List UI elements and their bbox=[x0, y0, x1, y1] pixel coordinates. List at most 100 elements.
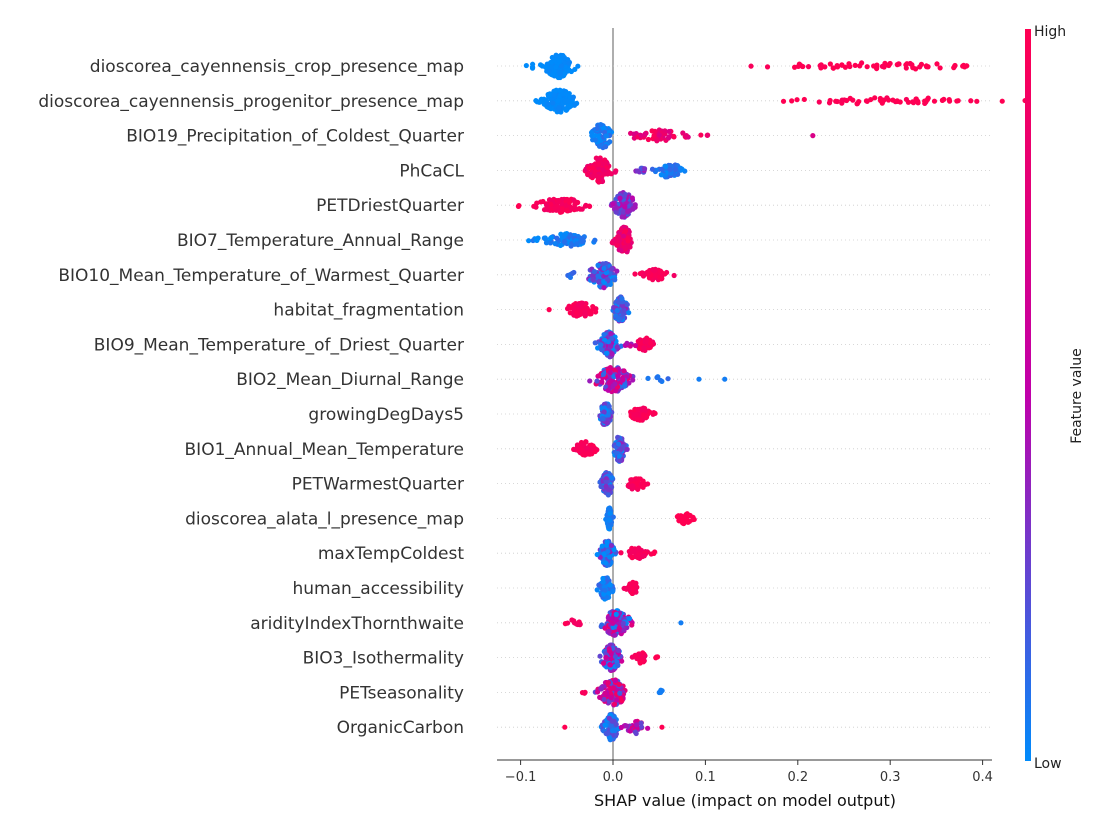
data-point bbox=[615, 315, 621, 321]
data-point bbox=[550, 100, 556, 106]
data-point bbox=[621, 368, 627, 374]
data-point bbox=[603, 270, 609, 276]
data-point bbox=[662, 128, 668, 134]
data-point bbox=[618, 550, 624, 556]
data-point bbox=[548, 64, 555, 70]
data-point bbox=[677, 165, 684, 171]
data-point bbox=[635, 406, 641, 413]
data-point bbox=[696, 376, 702, 382]
data-point bbox=[822, 64, 828, 70]
data-point bbox=[671, 272, 677, 279]
data-point bbox=[551, 92, 557, 98]
data-point bbox=[587, 378, 593, 384]
data-point bbox=[671, 134, 677, 140]
data-point bbox=[924, 97, 930, 103]
data-point bbox=[592, 137, 599, 143]
data-point bbox=[618, 227, 625, 233]
x-tick-label: 0.1 bbox=[695, 770, 716, 785]
data-point bbox=[610, 615, 616, 622]
data-point bbox=[631, 585, 637, 592]
data-point bbox=[910, 65, 916, 71]
data-point bbox=[654, 374, 660, 381]
data-point bbox=[654, 654, 661, 660]
feature-dots bbox=[562, 608, 684, 638]
data-point bbox=[621, 193, 627, 199]
data-point bbox=[592, 340, 598, 346]
x-tick-label: 0.2 bbox=[787, 770, 808, 785]
data-point bbox=[604, 420, 610, 426]
data-point bbox=[613, 209, 619, 215]
data-point bbox=[605, 492, 611, 498]
feature-dots bbox=[603, 505, 697, 532]
data-point bbox=[658, 276, 664, 282]
data-point bbox=[704, 132, 710, 138]
data-point bbox=[826, 100, 833, 106]
data-point bbox=[839, 97, 845, 103]
data-point bbox=[722, 376, 728, 382]
data-point bbox=[614, 268, 620, 274]
data-point bbox=[609, 718, 615, 724]
data-point bbox=[620, 303, 626, 309]
data-point bbox=[592, 132, 598, 139]
data-point bbox=[545, 101, 551, 107]
data-point bbox=[842, 64, 849, 70]
data-point bbox=[645, 481, 651, 487]
data-point bbox=[607, 139, 613, 145]
data-point bbox=[652, 272, 659, 279]
data-point bbox=[609, 728, 616, 734]
feature-dots bbox=[592, 329, 657, 360]
data-point bbox=[554, 203, 560, 209]
colorbar-gradient bbox=[1025, 29, 1031, 761]
data-point bbox=[602, 690, 608, 696]
data-point bbox=[548, 234, 555, 240]
data-point bbox=[571, 102, 578, 108]
data-point bbox=[885, 97, 892, 103]
data-point bbox=[635, 486, 641, 492]
data-point bbox=[622, 244, 628, 250]
data-point bbox=[834, 62, 840, 69]
data-point bbox=[634, 722, 640, 728]
data-point bbox=[575, 199, 581, 206]
feature-dots bbox=[594, 538, 658, 569]
data-point bbox=[602, 625, 608, 631]
data-point bbox=[569, 617, 575, 623]
data-point bbox=[789, 98, 795, 104]
data-point bbox=[638, 724, 645, 730]
data-point bbox=[601, 409, 607, 415]
data-point bbox=[864, 64, 870, 70]
data-point bbox=[625, 208, 631, 214]
data-point bbox=[627, 244, 633, 250]
data-point bbox=[917, 64, 923, 70]
data-point bbox=[560, 52, 566, 59]
feature-dots bbox=[597, 469, 651, 498]
data-point bbox=[624, 301, 630, 308]
data-point bbox=[748, 63, 754, 69]
data-point bbox=[667, 166, 673, 172]
data-point bbox=[594, 551, 600, 558]
feature-label: BIO10_Mean_Temperature_of_Warmest_Quarte… bbox=[58, 266, 464, 286]
data-point bbox=[678, 620, 684, 626]
data-point bbox=[642, 131, 648, 137]
data-point bbox=[610, 201, 616, 207]
data-point bbox=[896, 61, 902, 67]
data-point bbox=[658, 172, 664, 178]
data-point bbox=[603, 654, 609, 661]
data-point bbox=[618, 695, 624, 702]
data-point bbox=[640, 412, 646, 418]
data-point bbox=[604, 276, 610, 282]
data-point bbox=[577, 622, 583, 628]
data-point bbox=[608, 542, 615, 549]
data-point bbox=[637, 660, 643, 666]
data-point bbox=[601, 285, 607, 291]
data-point bbox=[563, 202, 569, 209]
data-point bbox=[626, 310, 632, 316]
data-point bbox=[597, 653, 603, 659]
data-point bbox=[608, 171, 614, 177]
data-point bbox=[612, 169, 618, 175]
data-point bbox=[575, 63, 581, 69]
data-point bbox=[657, 268, 664, 274]
data-point bbox=[615, 373, 621, 379]
data-point bbox=[604, 539, 610, 545]
data-point bbox=[617, 195, 623, 201]
data-point bbox=[620, 376, 626, 383]
